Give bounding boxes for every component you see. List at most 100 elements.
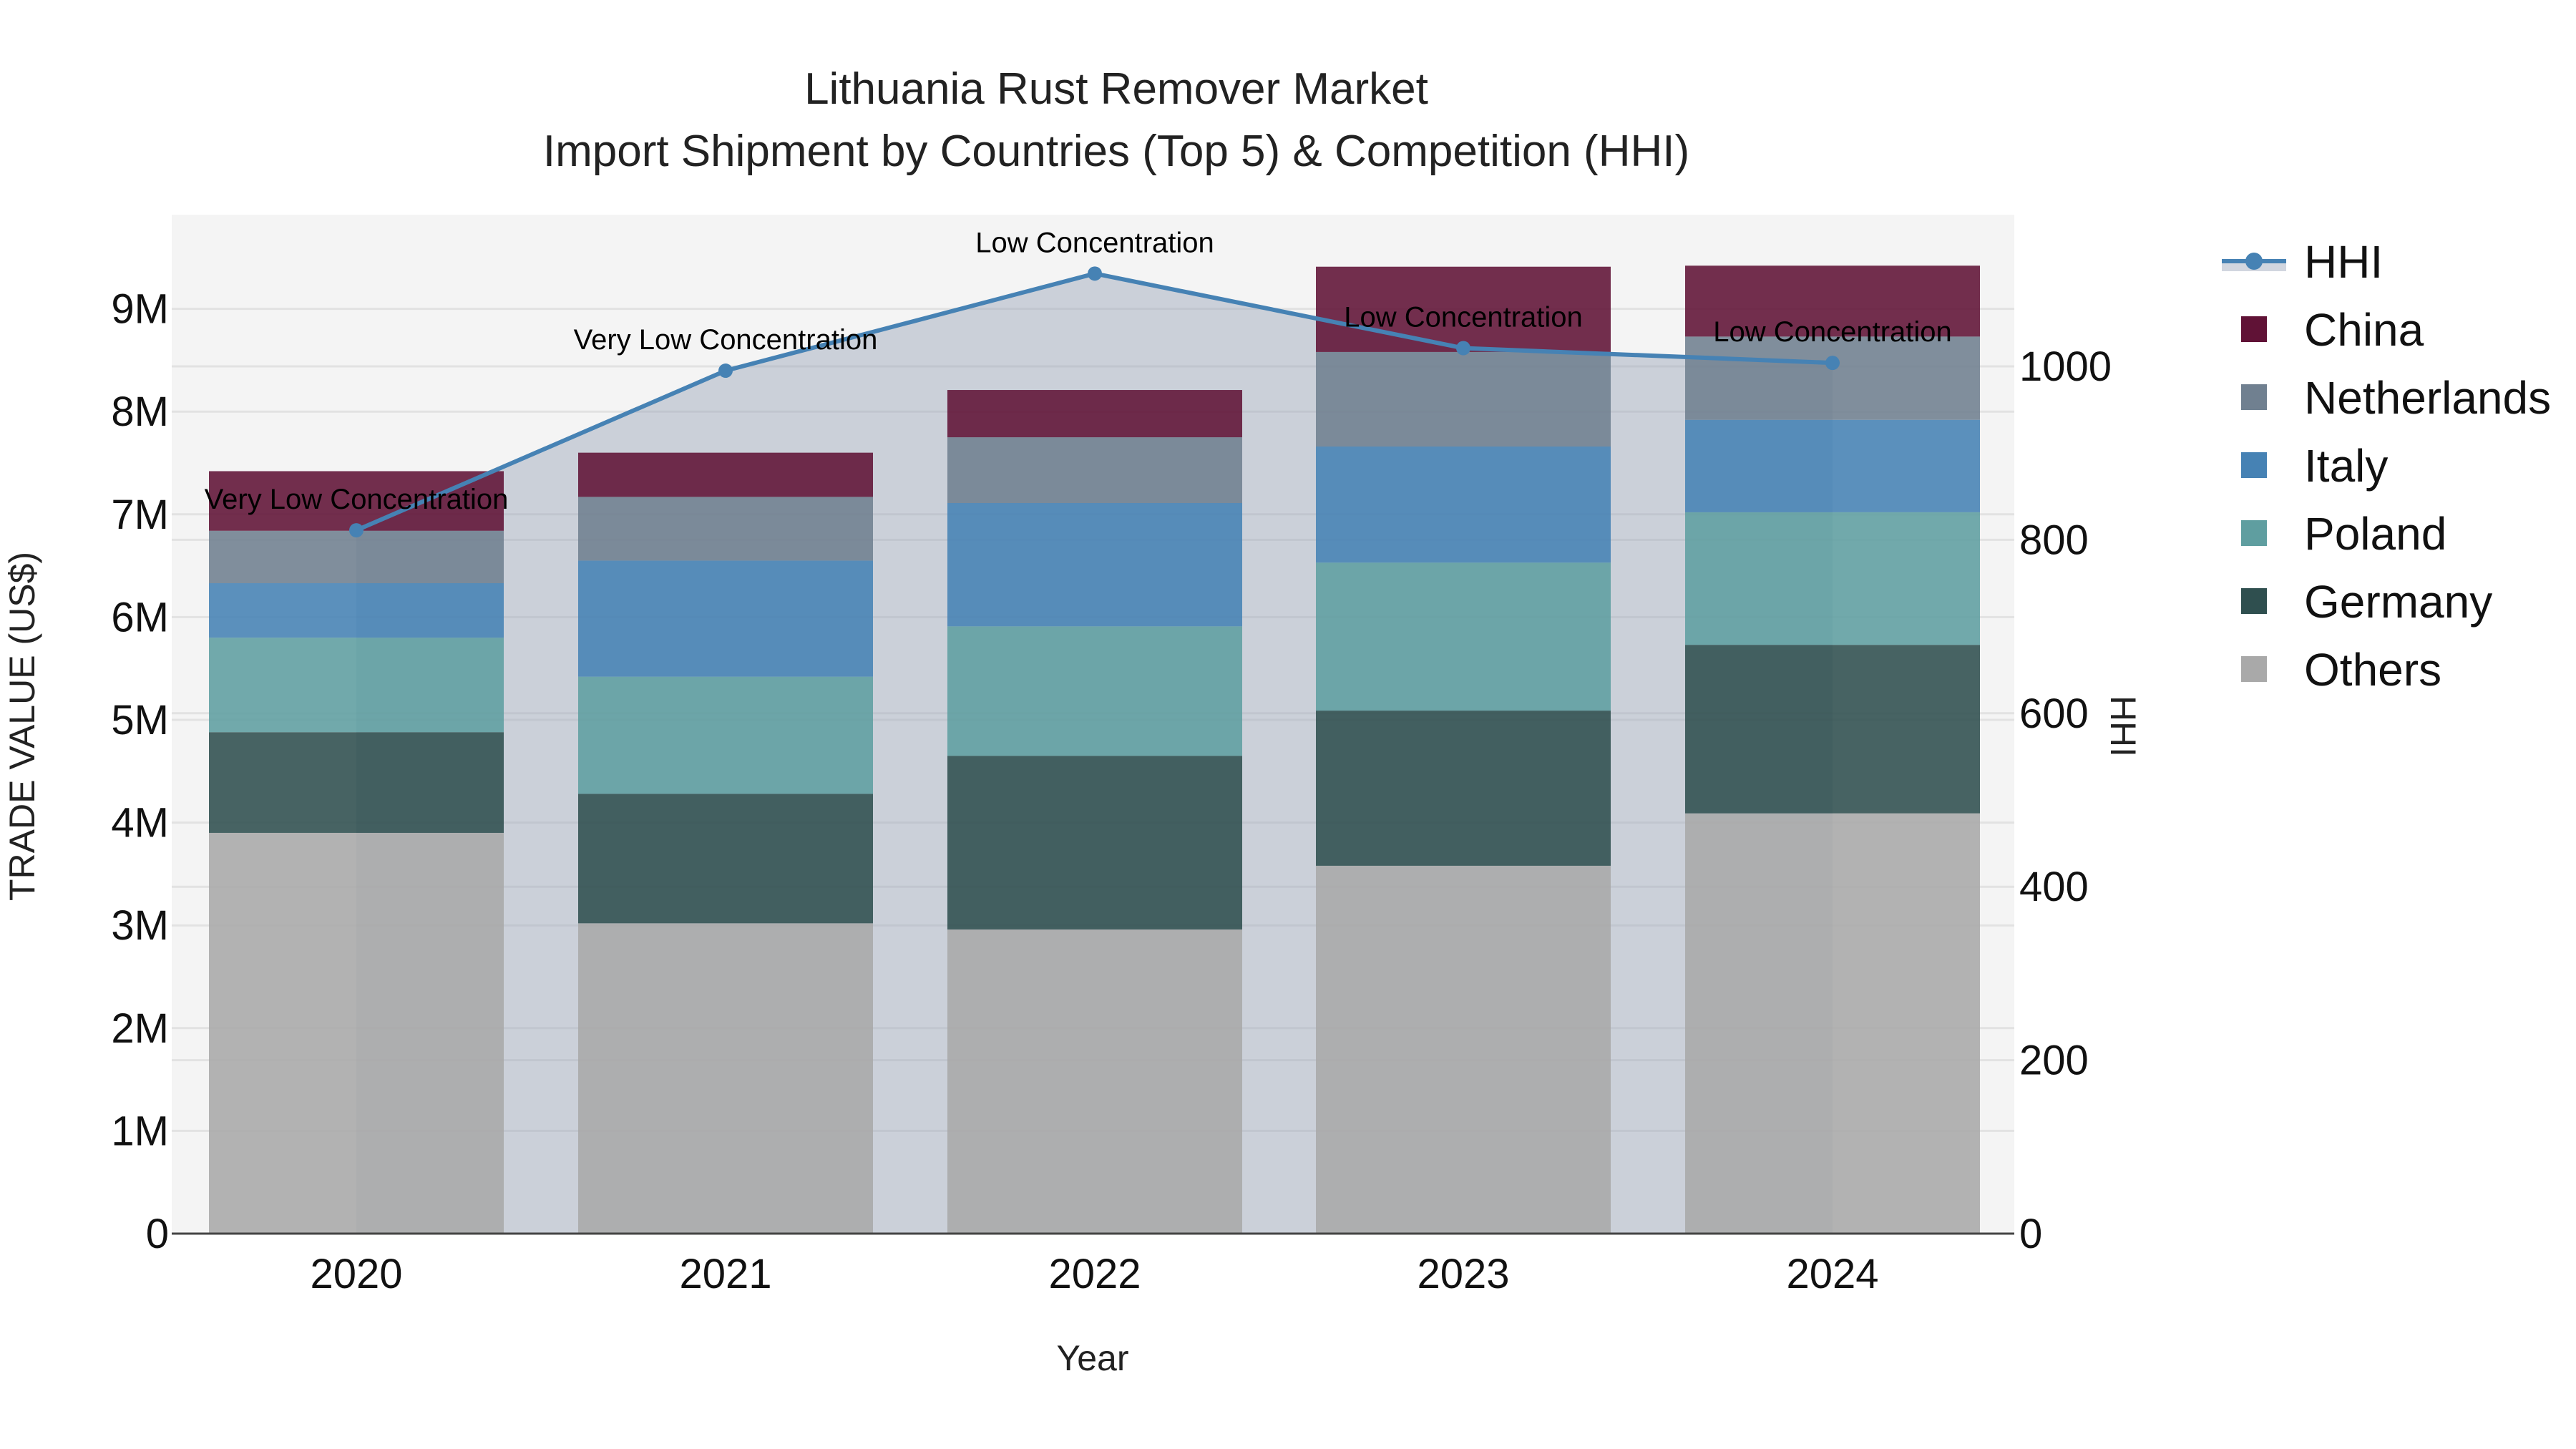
y2-tick-label: 600: [2019, 691, 2089, 737]
legend-label: Italy: [2304, 440, 2388, 492]
legend-item-germany[interactable]: Germany: [2241, 576, 2492, 628]
bar-stack-2024: [1685, 265, 1980, 1234]
y-tick-label: 1M: [111, 1108, 169, 1154]
legend-swatch-icon: [2241, 520, 2267, 546]
hhi-annotations: Very Low Concentration Very Low Concentra…: [205, 227, 1952, 515]
legend-swatch-icon: [2241, 316, 2267, 342]
bar-stack-2022: [947, 390, 1242, 1234]
bar-segment-italy[interactable]: [1316, 447, 1611, 563]
hhi-marker[interactable]: [718, 364, 733, 379]
chart-subtitle: Import Shipment by Countries (Top 5) & C…: [543, 127, 1689, 176]
y2-tick-label: 800: [2019, 517, 2089, 563]
y2-tick-label: 1000: [2019, 343, 2112, 390]
legend-item-netherlands[interactable]: Netherlands: [2241, 372, 2551, 424]
y2-tick-label: 400: [2019, 864, 2089, 910]
bar-stack-2023: [1316, 266, 1611, 1234]
bar-segment-china[interactable]: [209, 471, 504, 531]
bar-segment-germany[interactable]: [947, 756, 1242, 930]
legend-swatch-icon: [2241, 452, 2267, 478]
bar-stack-2021: [578, 452, 873, 1234]
hhi-marker[interactable]: [349, 523, 364, 538]
y-axis-ticks: 0 1M 2M 3M 4M 5M 6M 7M 8M 9M: [111, 286, 169, 1257]
bar-segment-others[interactable]: [1685, 813, 1980, 1234]
bar-segment-germany[interactable]: [1685, 645, 1980, 814]
y-tick-label: 6M: [111, 594, 169, 640]
hhi-annotation: Low Concentration: [1344, 302, 1583, 333]
legend-label: Germany: [2304, 576, 2492, 628]
bar-segment-others[interactable]: [947, 929, 1242, 1234]
legend-label: Netherlands: [2304, 372, 2551, 424]
bar-segment-netherlands[interactable]: [578, 497, 873, 561]
bar-segment-china[interactable]: [947, 390, 1242, 438]
legend-item-poland[interactable]: Poland: [2241, 508, 2446, 560]
bar-segment-poland[interactable]: [1316, 562, 1611, 711]
bar-segment-netherlands[interactable]: [1316, 351, 1611, 447]
x-tick-label: 2022: [1048, 1251, 1141, 1297]
bar-segment-others[interactable]: [578, 923, 873, 1234]
bar-segment-china[interactable]: [1685, 265, 1980, 337]
x-tick-label: 2023: [1417, 1251, 1509, 1297]
hhi-annotation: Low Concentration: [1713, 316, 1952, 348]
hhi-annotation: Very Low Concentration: [205, 484, 509, 515]
bar-stack-2020: [209, 471, 504, 1234]
y-tick-label: 8M: [111, 389, 169, 435]
legend-item-others[interactable]: Others: [2241, 644, 2441, 696]
chart-title: Lithuania Rust Remover Market: [804, 64, 1428, 114]
y-tick-label: 9M: [111, 286, 169, 333]
legend-label: HHI: [2304, 236, 2383, 288]
x-tick-label: 2020: [310, 1251, 402, 1297]
y-tick-label: 4M: [111, 800, 169, 847]
bar-segment-germany[interactable]: [578, 794, 873, 924]
legend-item-hhi[interactable]: HHI: [2222, 236, 2383, 288]
bar-segment-others[interactable]: [1316, 865, 1611, 1234]
y-tick-label: 5M: [111, 697, 169, 743]
y2-tick-label: 200: [2019, 1038, 2089, 1084]
bar-segment-poland[interactable]: [209, 638, 504, 733]
x-axis-title: Year: [1056, 1338, 1128, 1378]
hhi-marker[interactable]: [1456, 341, 1470, 356]
bar-segment-germany[interactable]: [209, 732, 504, 833]
legend-swatch-icon: [2241, 588, 2267, 614]
bar-segment-italy[interactable]: [1685, 419, 1980, 512]
bar-segment-italy[interactable]: [578, 560, 873, 677]
bar-segment-others[interactable]: [209, 832, 504, 1234]
hhi-line: [349, 266, 1840, 538]
x-tick-label: 2024: [1786, 1251, 1878, 1297]
hhi-annotation: Low Concentration: [975, 227, 1214, 258]
bar-segment-germany[interactable]: [1316, 711, 1611, 866]
y-tick-label: 0: [146, 1211, 169, 1257]
legend-item-china[interactable]: China: [2241, 304, 2424, 356]
bar-segment-netherlands[interactable]: [1685, 336, 1980, 420]
x-axis-ticks: 2020 2021 2022 2023 2024: [310, 1251, 1878, 1297]
legend-item-italy[interactable]: Italy: [2241, 440, 2388, 492]
hhi-annotation: Very Low Concentration: [574, 324, 878, 356]
legend-marker-icon: [2245, 253, 2263, 270]
y-tick-label: 2M: [111, 1005, 169, 1052]
bar-segment-netherlands[interactable]: [209, 530, 504, 584]
stacked-bars: [209, 265, 1980, 1234]
hhi-marker[interactable]: [1088, 266, 1102, 281]
legend-label: China: [2304, 304, 2424, 356]
bar-segment-poland[interactable]: [1685, 512, 1980, 645]
bar-segment-poland[interactable]: [947, 626, 1242, 756]
legend-label: Others: [2304, 644, 2441, 696]
y2-axis-ticks: 0 200 400 600 800 1000: [2019, 343, 2112, 1257]
bar-segment-poland[interactable]: [578, 676, 873, 794]
y2-tick-label: 0: [2019, 1211, 2042, 1257]
bar-segment-china[interactable]: [578, 452, 873, 497]
y-tick-label: 7M: [111, 492, 169, 538]
bar-segment-italy[interactable]: [947, 503, 1242, 627]
legend-swatch-icon: [2241, 384, 2267, 410]
x-tick-label: 2021: [679, 1251, 771, 1297]
hhi-marker[interactable]: [1825, 356, 1840, 371]
bar-segment-netherlands[interactable]: [947, 437, 1242, 504]
y-tick-label: 3M: [111, 902, 169, 949]
y-axis-title: TRADE VALUE (US$): [2, 552, 42, 901]
y2-axis-title: HHI: [2103, 696, 2143, 757]
legend: HHI China Netherlands Italy Poland Germany Oth…: [2222, 236, 2551, 696]
bar-segment-china[interactable]: [1316, 266, 1611, 352]
bar-segment-italy[interactable]: [209, 583, 504, 638]
legend-label: Poland: [2304, 508, 2446, 560]
